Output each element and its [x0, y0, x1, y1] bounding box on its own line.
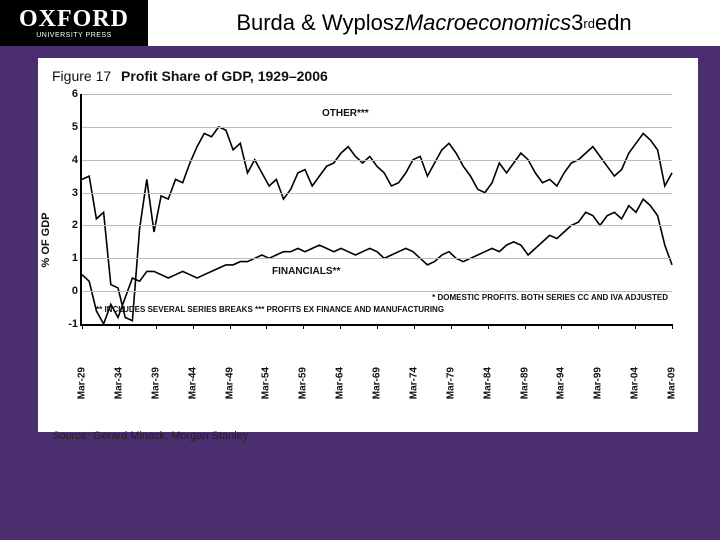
y-tick: 1	[60, 252, 78, 264]
x-tick: Mar-04	[630, 367, 641, 399]
y-axis-label: % OF GDP	[40, 212, 52, 267]
x-tick: Mar-59	[298, 367, 309, 399]
title-sup: rd	[583, 16, 595, 31]
x-tick: Mar-09	[667, 367, 678, 399]
gridline	[82, 160, 672, 161]
x-tick: Mar-84	[482, 367, 493, 399]
x-tick: Mar-29	[77, 367, 88, 399]
series-label-other: OTHER***	[322, 108, 369, 119]
y-tick: 3	[60, 187, 78, 199]
figure-title-text: Profit Share of GDP, 1929–2006	[121, 68, 328, 84]
x-tick: Mar-79	[445, 367, 456, 399]
gridline	[82, 225, 672, 226]
y-tick: 4	[60, 154, 78, 166]
x-tick: Mar-34	[113, 367, 124, 399]
series-label-financials: FINANCIALS**	[272, 266, 340, 277]
y-tick: -1	[60, 318, 78, 330]
x-tick: Mar-74	[408, 367, 419, 399]
footnote-2: ** INCLUDES SEVERAL SERIES BREAKS *** PR…	[96, 305, 444, 314]
header: OXFORD UNIVERSITY PRESS Burda & Wyplosz …	[0, 0, 720, 46]
chart-panel: Figure 17 Profit Share of GDP, 1929–2006…	[38, 58, 698, 432]
x-tick: Mar-44	[187, 367, 198, 399]
logo-sub-text: UNIVERSITY PRESS	[36, 32, 112, 39]
x-tick: Mar-54	[261, 367, 272, 399]
figure-title: Figure 17 Profit Share of GDP, 1929–2006	[52, 68, 684, 84]
x-tick: Mar-94	[556, 367, 567, 399]
title-pre: Burda & Wyplosz	[236, 10, 405, 36]
slide-title: Burda & Wyplosz Macroeconomics 3rd edn	[148, 0, 720, 46]
gridline	[82, 193, 672, 194]
y-tick: 2	[60, 219, 78, 231]
title-tail: edn	[595, 10, 632, 36]
footnote-1: * DOMESTIC PROFITS. BOTH SERIES CC AND I…	[432, 293, 668, 302]
x-tick: Mar-89	[519, 367, 530, 399]
y-tick: 6	[60, 88, 78, 100]
gridline	[82, 127, 672, 128]
logo-main-text: OXFORD	[19, 7, 129, 31]
publisher-logo: OXFORD UNIVERSITY PRESS	[0, 0, 148, 46]
x-tick: Mar-64	[335, 367, 346, 399]
y-tick: 5	[60, 121, 78, 133]
plot-area: OTHER*** FINANCIALS** * DOMESTIC PROFITS…	[80, 94, 672, 326]
y-tick: 0	[60, 285, 78, 297]
line-series-svg	[82, 94, 672, 324]
x-tick: Mar-69	[372, 367, 383, 399]
x-tick: Mar-99	[593, 367, 604, 399]
x-tick: Mar-49	[224, 367, 235, 399]
source-label: Source:	[52, 430, 90, 442]
gridline	[82, 94, 672, 95]
slide: OXFORD UNIVERSITY PRESS Burda & Wyplosz …	[0, 0, 720, 540]
gridline	[82, 258, 672, 259]
title-post: 3	[571, 10, 583, 36]
x-tick: Mar-39	[150, 367, 161, 399]
figure-label: Figure 17	[52, 68, 111, 84]
title-italic: Macroeconomics	[405, 10, 571, 36]
chart: % OF GDP OTHER*** FINANCIALS** * DOMESTI…	[52, 90, 684, 390]
figure-source: Source: Gerard Minack, Morgan Stanley	[52, 430, 684, 442]
gridline	[82, 291, 672, 292]
source-text: Gerard Minack, Morgan Stanley	[90, 430, 248, 442]
